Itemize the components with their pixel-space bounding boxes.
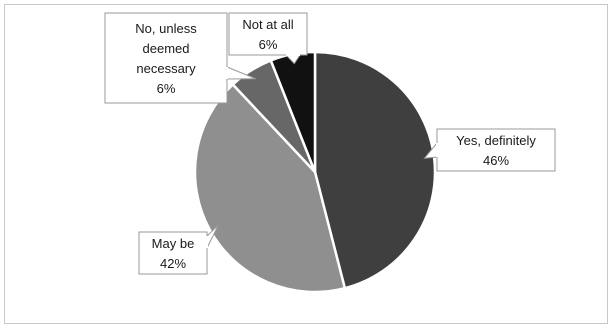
slice-category-label: No, unless	[135, 21, 197, 36]
slice-category-label: deemed	[143, 41, 190, 56]
callout-box	[104, 12, 228, 104]
data-label-not-at-all: Not at all 6%	[228, 12, 308, 65]
data-label-may-be: May be 42%	[138, 224, 219, 275]
callout-box	[228, 12, 308, 56]
callout-box	[138, 231, 208, 275]
slice-value-label: 6%	[259, 37, 278, 52]
slice-value-label: 6%	[157, 81, 176, 96]
slice-category-label: May be	[152, 236, 195, 251]
pie-callouts: Yes, definitely 46% May be 42% No, unless dee…	[104, 12, 556, 275]
data-label-yes-definitely: Yes, definitely 46%	[423, 128, 556, 172]
pie-slice-may-be	[193, 83, 347, 294]
slice-category-label: necessary	[136, 61, 196, 76]
pie-slices	[193, 50, 437, 294]
chart-frame: Yes, definitely 46% May be 42% No, unless dee…	[4, 4, 608, 324]
slice-value-label: 42%	[160, 256, 186, 271]
slice-value-label: 46%	[483, 153, 509, 168]
pie-chart: Yes, definitely 46% May be 42% No, unless dee…	[104, 12, 556, 294]
slice-category-label: Not at all	[242, 17, 293, 32]
slice-category-label: Yes, definitely	[456, 133, 536, 148]
callout-box	[436, 128, 556, 172]
data-label-no-unless-deemed-necessary: No, unless deemed necessary 6%	[104, 12, 256, 104]
